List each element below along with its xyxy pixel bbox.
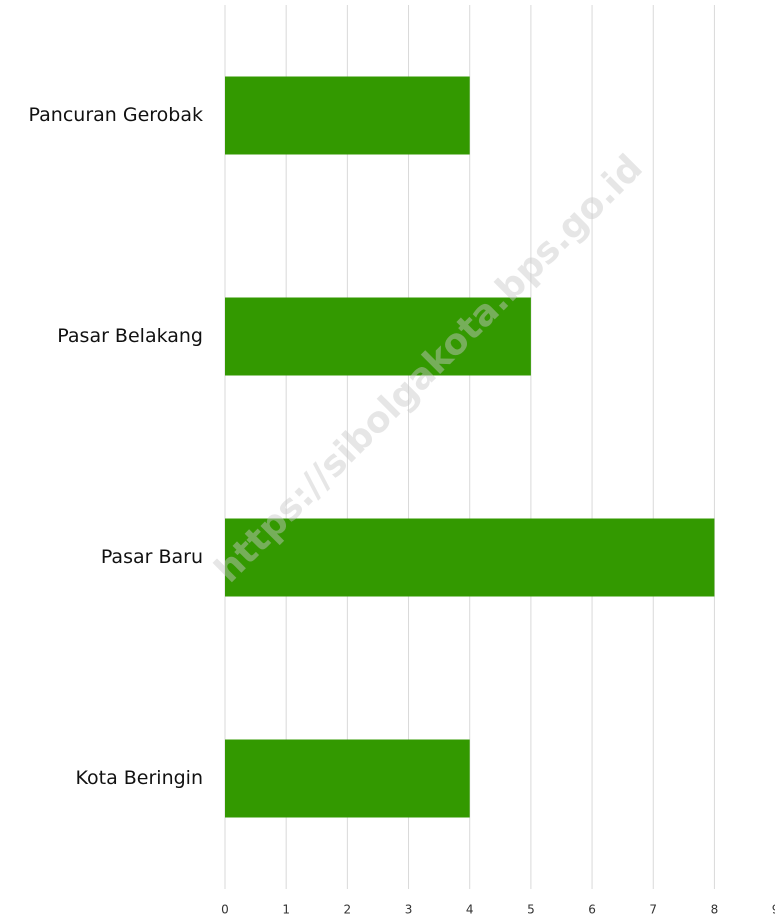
y-tick-label: Kota Beringin [75,767,203,789]
x-tick-label: 5 [527,903,535,917]
bar [225,297,531,376]
bar [225,76,470,155]
x-tick-label: 2 [344,903,352,917]
y-tick-label: Pasar Belakang [57,325,203,347]
x-tick-label: 1 [282,903,290,917]
x-tick-label: 8 [711,903,719,917]
x-tick-label: 4 [466,903,474,917]
x-tick-label: 9 [772,903,775,917]
y-tick-label: Pancuran Gerobak [29,104,203,126]
x-tick-label: 0 [221,903,229,917]
bar [225,518,715,597]
bar [225,739,470,818]
y-tick-label: Pasar Baru [101,546,203,568]
x-tick-label: 3 [405,903,413,917]
x-tick-label: 6 [588,903,596,917]
x-tick-label: 7 [649,903,657,917]
